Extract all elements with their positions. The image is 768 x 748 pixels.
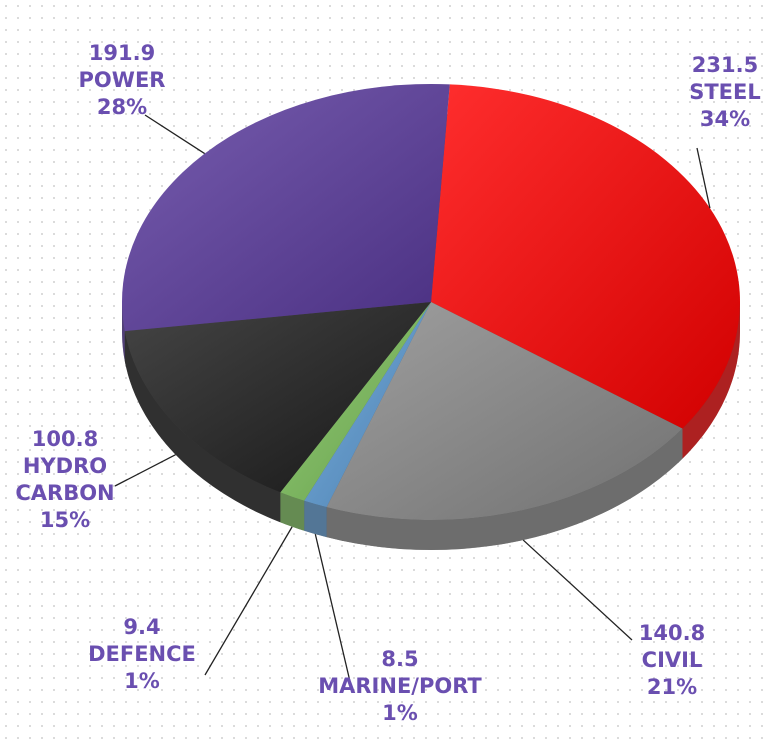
leader-line [314, 533, 353, 691]
data-label: 191.9 POWER 28% [62, 40, 182, 121]
data-label: 8.5 MARINE/PORT 1% [300, 646, 500, 727]
slice-shade [280, 302, 431, 501]
value-label: 231.5 [691, 53, 759, 77]
leader-line [204, 526, 293, 676]
slice-shade [124, 302, 431, 493]
data-label: 9.4 DEFENCE 1% [82, 614, 202, 695]
percent-label: 28% [96, 95, 148, 119]
category-label: DEFENCE [88, 642, 196, 666]
slice-group [304, 302, 431, 538]
data-label: 140.8 CIVIL 21% [617, 620, 727, 701]
value-label: 8.5 [381, 647, 419, 671]
slice-side [326, 428, 683, 550]
slice-shade [122, 83, 450, 332]
slice-shade [326, 302, 683, 520]
percent-label: 1% [382, 701, 418, 725]
slice-side [682, 302, 740, 459]
percent-label: 34% [699, 107, 751, 131]
value-label: 191.9 [88, 41, 156, 65]
slice-group [280, 302, 431, 531]
slice-group [326, 302, 683, 550]
slice-group [124, 302, 431, 523]
slice-group [122, 83, 450, 362]
leader-line [696, 147, 711, 209]
percent-label: 1% [124, 669, 160, 693]
slice-side [124, 331, 281, 523]
leader-line [522, 539, 633, 641]
value-label: 100.8 [31, 427, 99, 451]
leader-line [144, 114, 206, 155]
category-label: MARINE/PORT [318, 674, 482, 698]
slice-side [122, 302, 125, 362]
slice-group [431, 84, 740, 459]
slice-shade [431, 84, 740, 429]
category-label: CIVIL [641, 648, 703, 672]
category-label: POWER [78, 68, 166, 92]
percent-label: 21% [646, 675, 698, 699]
slice-side [304, 500, 327, 538]
category-label: HYDRO CARBON [15, 454, 115, 505]
slice-side [280, 492, 305, 531]
data-label: 231.5 STEEL 34% [670, 52, 768, 133]
category-label: STEEL [689, 80, 761, 104]
value-label: 9.4 [123, 615, 161, 639]
percent-label: 15% [39, 508, 91, 532]
value-label: 140.8 [638, 621, 706, 645]
data-label: 100.8 HYDRO CARBON 15% [5, 426, 125, 534]
slice-shade [304, 302, 431, 508]
leader-line [114, 454, 176, 487]
